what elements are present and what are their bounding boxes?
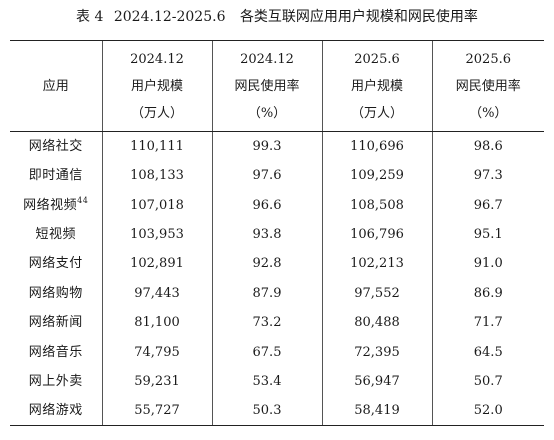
- app-usage-table: 应用 2024.12 用户规模 （万人） 2024.12 网民使用率 （%） 2…: [10, 40, 544, 427]
- header-users-2412: 2024.12 用户规模 （万人）: [101, 40, 212, 132]
- app-name-cell: 网络社交: [10, 132, 102, 162]
- value-cell-users-2506: 110,696: [321, 131, 432, 161]
- value-cell-rate-2506: 91.0: [431, 249, 544, 279]
- header-metric: 用户规模: [350, 78, 403, 94]
- header-period: 2025.6: [465, 51, 512, 67]
- table-row: 网络视频44 107,018 96.6 108,508 96.7: [10, 190, 544, 220]
- value-cell-users-2412: 81,100: [101, 307, 212, 338]
- value-cell-users-2506: 56,947: [321, 366, 432, 397]
- app-name-cell: 即时通信: [10, 161, 102, 190]
- value-cell-users-2412: 110,111: [101, 131, 212, 161]
- value-cell-users-2412: 103,953: [101, 219, 212, 250]
- footnote-marker[interactable]: 44: [77, 195, 89, 205]
- app-name: 网络音乐: [28, 344, 83, 360]
- header-period: 2024.12: [240, 51, 294, 67]
- table-title-text: 各类互联网应用用户规模和网民使用率: [239, 9, 478, 25]
- table-period: 2024.12-2025.6: [113, 9, 226, 25]
- value-cell-rate-2412: 96.6: [211, 190, 322, 220]
- app-name: 网络社交: [28, 139, 83, 154]
- header-unit: （万人）: [350, 105, 403, 121]
- app-name-cell: 网络音乐: [10, 337, 102, 366]
- value-cell-rate-2412: 50.3: [211, 396, 322, 427]
- value-cell-users-2412: 97,443: [101, 278, 212, 308]
- value-cell-users-2506: 58,419: [321, 396, 432, 427]
- value-cell-rate-2506: 95.1: [431, 219, 544, 250]
- app-name: 短视频: [35, 226, 76, 242]
- app-name-cell: 网络购物: [10, 279, 102, 308]
- value-cell-rate-2506: 86.9: [431, 278, 544, 308]
- header-rate-2506: 2025.6 网民使用率 （%）: [431, 40, 544, 132]
- app-name-cell: 短视频: [10, 220, 102, 249]
- value-cell-users-2506: 80,488: [321, 307, 432, 338]
- header-unit: （%）: [469, 105, 508, 121]
- table-row: 短视频 103,953 93.8 106,796 95.1: [10, 219, 544, 250]
- value-cell-users-2506: 109,259: [321, 161, 432, 191]
- app-name-cell: 网上外卖: [10, 367, 102, 396]
- value-cell-users-2506: 97,552: [321, 278, 432, 308]
- table-header: 应用 2024.12 用户规模 （万人） 2024.12 网民使用率 （%） 2…: [10, 40, 544, 132]
- header-rate-2412: 2024.12 网民使用率 （%）: [211, 40, 322, 132]
- table-row: 网络游戏 55,727 50.3 58,419 52.0: [10, 396, 544, 427]
- value-cell-rate-2412: 93.8: [211, 219, 322, 250]
- app-name: 即时通信: [28, 168, 83, 184]
- value-cell-users-2412: 107,018: [101, 190, 212, 220]
- table-row: 网络社交 110,111 99.3 110,696 98.6: [10, 131, 544, 162]
- app-name: 网络购物: [28, 285, 83, 301]
- header-period: 2025.6: [354, 51, 400, 67]
- value-cell-rate-2412: 73.2: [211, 307, 322, 338]
- value-cell-users-2506: 106,796: [321, 219, 432, 250]
- value-cell-users-2506: 72,395: [321, 337, 432, 367]
- value-cell-rate-2412: 99.3: [211, 131, 322, 161]
- value-cell-users-2506: 102,213: [321, 249, 432, 279]
- value-cell-rate-2506: 52.0: [431, 396, 544, 427]
- value-cell-users-2412: 59,231: [101, 366, 212, 397]
- value-cell-rate-2412: 97.6: [211, 161, 322, 191]
- value-cell-users-2412: 102,891: [101, 249, 212, 279]
- header-unit: （%）: [247, 105, 287, 121]
- value-cell-rate-2412: 87.9: [211, 278, 322, 308]
- header-app: 应用: [10, 40, 102, 132]
- header-unit: （万人）: [130, 105, 183, 121]
- value-cell-rate-2506: 97.3: [431, 161, 544, 191]
- value-cell-rate-2412: 67.5: [211, 337, 322, 367]
- table-row: 网络支付 102,891 92.8 102,213 91.0: [10, 249, 544, 279]
- app-name: 网络支付: [28, 256, 83, 272]
- table-caption: 表 4 2024.12-2025.6 各类互联网应用用户规模和网民使用率: [0, 8, 554, 26]
- app-name-cell: 网络游戏: [10, 396, 102, 427]
- header-metric: 网民使用率: [234, 78, 300, 94]
- header-row: 应用 2024.12 用户规模 （万人） 2024.12 网民使用率 （%） 2…: [10, 40, 544, 132]
- value-cell-users-2412: 108,133: [101, 161, 212, 191]
- header-metric: 网民使用率: [455, 78, 521, 94]
- app-name: 网络视频: [23, 197, 78, 213]
- app-name: 网络游戏: [28, 403, 83, 419]
- value-cell-users-2506: 108,508: [321, 190, 432, 220]
- app-name-cell: 网络新闻: [10, 308, 102, 337]
- table-row: 即时通信 108,133 97.6 109,259 97.3: [10, 161, 544, 191]
- table-label: 表 4: [76, 9, 104, 25]
- table-body: 网络社交 110,111 99.3 110,696 98.6 即时通信 108,133 97.…: [10, 131, 544, 427]
- header-period: 2024.12: [130, 51, 184, 67]
- value-cell-rate-2412: 53.4: [211, 366, 322, 397]
- value-cell-rate-2506: 96.7: [431, 190, 544, 220]
- value-cell-users-2412: 55,727: [101, 396, 212, 427]
- header-users-2506: 2025.6 用户规模 （万人）: [321, 40, 432, 132]
- table-row: 网络新闻 81,100 73.2 80,488 71.7: [10, 307, 544, 338]
- value-cell-rate-2506: 64.5: [431, 337, 544, 367]
- app-name: 网上外卖: [28, 373, 83, 389]
- app-name-cell: 网络支付: [10, 249, 102, 278]
- table-row: 网上外卖 59,231 53.4 56,947 50.7: [10, 366, 544, 397]
- app-name: 网络新闻: [28, 315, 83, 331]
- value-cell-rate-2506: 98.6: [431, 131, 544, 161]
- value-cell-rate-2412: 92.8: [211, 249, 322, 279]
- app-name-cell: 网络视频44: [10, 190, 102, 219]
- value-cell-rate-2506: 71.7: [431, 307, 544, 338]
- value-cell-rate-2506: 50.7: [431, 366, 544, 397]
- table-row: 网络音乐 74,795 67.5 72,395 64.5: [10, 337, 544, 367]
- table-row: 网络购物 97,443 87.9 97,552 86.9: [10, 278, 544, 308]
- header-metric: 用户规模: [130, 78, 183, 94]
- value-cell-users-2412: 74,795: [101, 337, 212, 367]
